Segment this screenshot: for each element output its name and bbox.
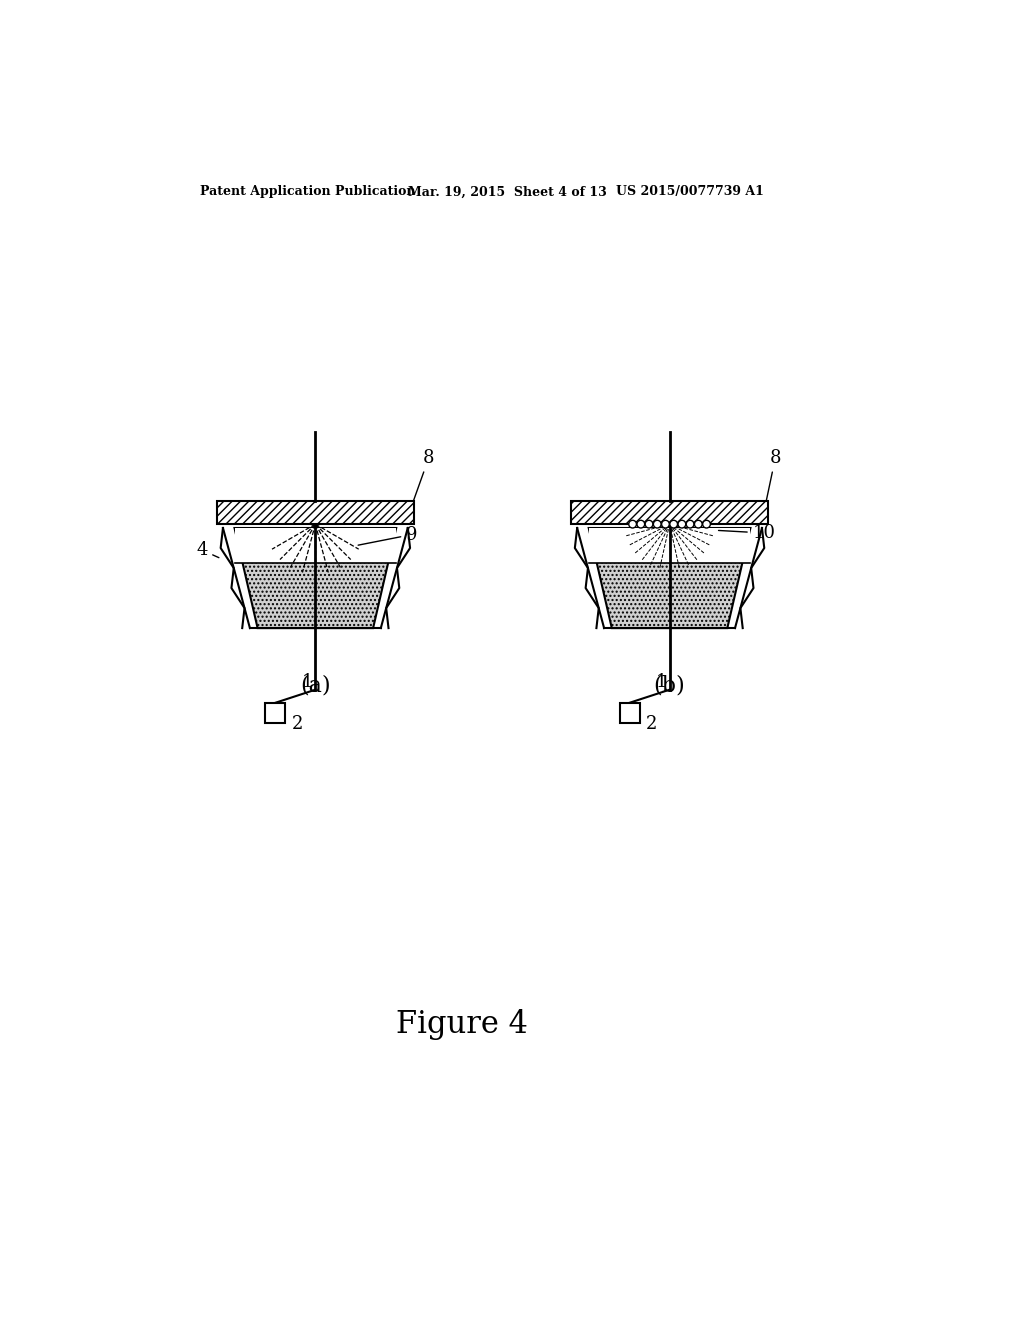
Circle shape (653, 520, 662, 528)
Polygon shape (571, 502, 768, 524)
Text: Patent Application Publication: Patent Application Publication (200, 185, 416, 198)
Text: 2: 2 (646, 715, 657, 733)
Polygon shape (234, 528, 396, 628)
Circle shape (694, 520, 702, 528)
Text: Mar. 19, 2015  Sheet 4 of 13: Mar. 19, 2015 Sheet 4 of 13 (408, 185, 606, 198)
Polygon shape (589, 528, 751, 562)
Circle shape (702, 520, 711, 528)
Text: 4: 4 (196, 541, 219, 558)
Text: 1: 1 (301, 673, 313, 692)
Circle shape (686, 520, 694, 528)
Polygon shape (217, 502, 414, 524)
Bar (620, 702, 640, 723)
Circle shape (645, 520, 653, 528)
Circle shape (662, 520, 670, 528)
Text: 10: 10 (719, 524, 776, 543)
Polygon shape (589, 528, 751, 628)
Bar (265, 702, 286, 723)
Text: 8: 8 (765, 449, 781, 508)
Text: (b): (b) (653, 675, 685, 697)
Polygon shape (234, 528, 396, 562)
Text: 2: 2 (292, 715, 303, 733)
Circle shape (670, 520, 678, 528)
Circle shape (629, 520, 637, 528)
Circle shape (637, 520, 645, 528)
Text: 8: 8 (411, 449, 434, 508)
Text: Figure 4: Figure 4 (395, 1010, 527, 1040)
Circle shape (678, 520, 686, 528)
Text: 1: 1 (655, 673, 668, 692)
Text: US 2015/0077739 A1: US 2015/0077739 A1 (615, 185, 764, 198)
Text: (a): (a) (300, 675, 331, 697)
Text: 9: 9 (358, 525, 418, 545)
